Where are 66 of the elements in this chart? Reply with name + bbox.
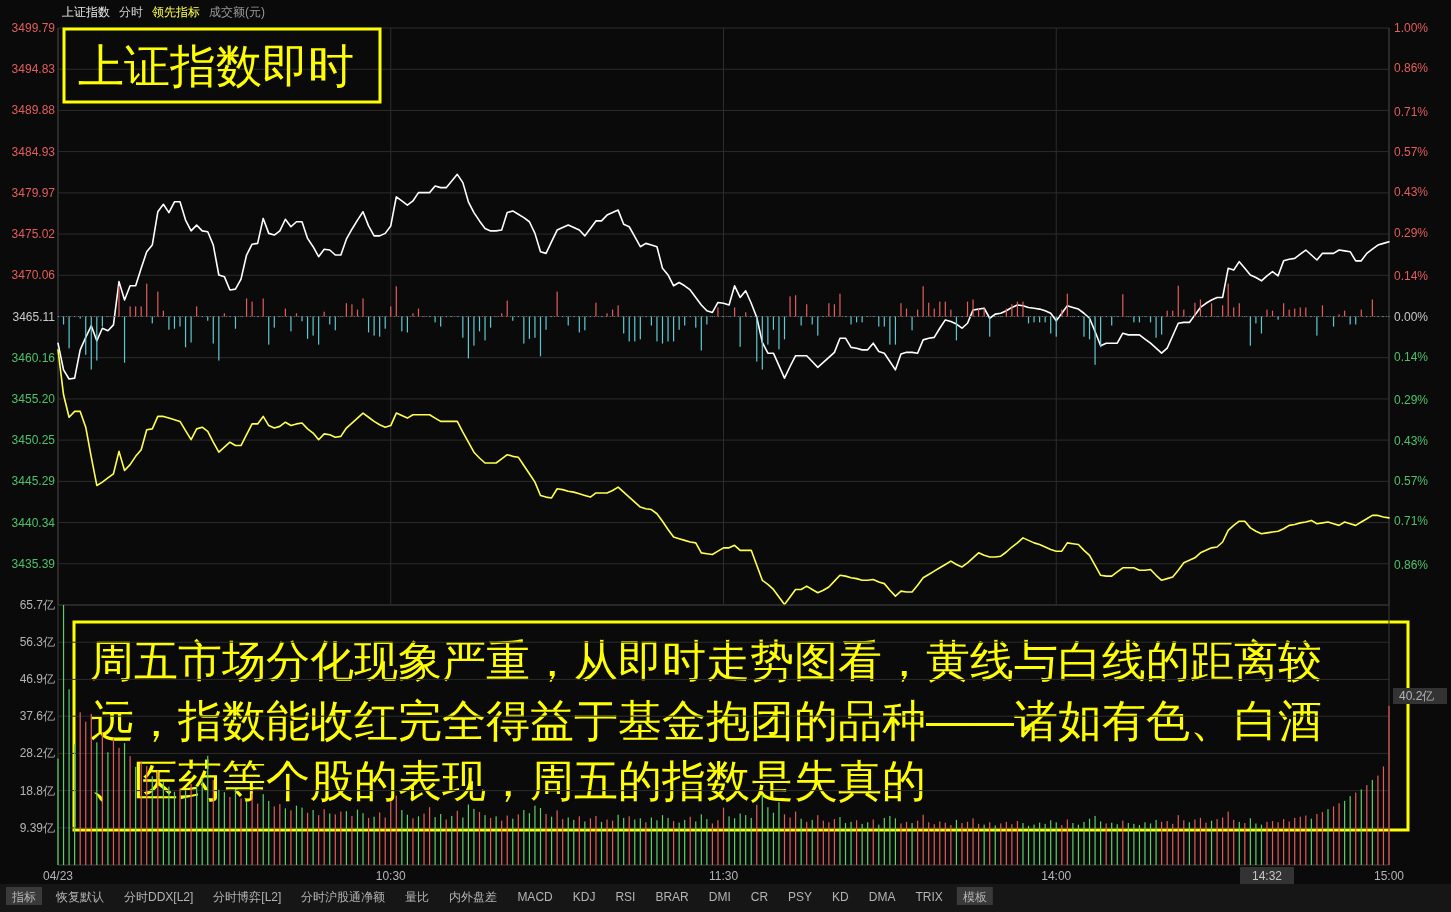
text: 量比 <box>405 890 430 904</box>
y-tick-label: 46.9亿 <box>19 672 55 687</box>
y2-tick-label: 0.71% <box>1394 104 1429 119</box>
text: DMI <box>708 890 731 904</box>
y-tick-label: 3475.02 <box>11 227 56 242</box>
x-tick-label: 14:00 <box>1041 869 1072 883</box>
y-tick-label: 3479.97 <box>11 185 56 200</box>
y2-tick-label: 0.29% <box>1394 225 1429 240</box>
y2-tick-label: 0.00% <box>1394 309 1429 324</box>
text: DMA <box>868 890 896 904</box>
y-tick-label: 3499.79 <box>11 21 56 35</box>
text: 恢复默认 <box>55 890 104 904</box>
y-tick-label: 3435.39 <box>11 556 56 571</box>
text: RSI <box>615 890 636 904</box>
y2-tick-label: 0.14% <box>1394 349 1429 364</box>
text: MACD <box>517 890 554 904</box>
y-tick-label: 37.6亿 <box>19 709 55 724</box>
x-tick-label: 15:00 <box>1373 869 1405 883</box>
y-tick-label: 18.8亿 <box>19 783 55 798</box>
text: TRIX <box>915 890 943 904</box>
chart-title: 上证指数即时 <box>78 40 354 92</box>
x-tick-label: 04/23 <box>42 869 74 883</box>
line-series <box>57 173 1390 380</box>
y-tick-label: 3489.88 <box>11 103 56 118</box>
text: 分时DDX[L2] <box>124 890 194 904</box>
y2-tick-label: 0.71% <box>1394 514 1429 529</box>
y-tick-label: 65.7亿 <box>19 598 55 612</box>
y-tick-label: 3455.20 <box>11 391 56 406</box>
y-tick-label: 28.2亿 <box>19 746 55 761</box>
x-tick-label: 10:30 <box>375 869 407 883</box>
text: 分时沪股通净额 <box>301 890 386 904</box>
y2-tick-label: 0.29% <box>1394 393 1429 408</box>
y-tick-label: 3465.11 <box>12 309 56 324</box>
y-tick-label: 3494.83 <box>11 62 56 77</box>
text: 模板 <box>962 890 987 904</box>
y2-tick-label: 0.57% <box>1394 145 1429 160</box>
y-tick-label: 9.39亿 <box>19 820 55 835</box>
y2-tick-label: 0.86% <box>1394 557 1429 572</box>
y2-tick-label: 0.43% <box>1394 185 1429 200</box>
y2-tick-label: 0.86% <box>1394 61 1429 76</box>
y-tick-label: 3445.29 <box>11 474 56 489</box>
text: 内外盘差 <box>449 890 498 904</box>
y2-tick-label: 0.14% <box>1394 269 1429 284</box>
y2-tick-label: 0.57% <box>1394 473 1429 488</box>
chart-subtitle: 分时 <box>119 5 143 19</box>
y-tick-label: 3470.06 <box>11 268 56 283</box>
y-tick-label: 3450.25 <box>11 433 56 448</box>
y-tick-label: 56.3亿 <box>19 635 55 650</box>
text: 40.2亿 <box>1399 689 1435 703</box>
x-tick-label: 11:30 <box>708 869 739 883</box>
text: KD <box>832 890 850 904</box>
y-tick-label: 3460.16 <box>11 350 56 365</box>
text: 上证指数 <box>62 5 110 19</box>
y2-tick-label: 1.00% <box>1394 21 1429 35</box>
y-tick-label: 3440.34 <box>11 515 56 530</box>
text: 领先指标 <box>152 5 200 19</box>
y2-tick-label: 0.43% <box>1394 433 1429 448</box>
text: 14:32 <box>1251 869 1283 883</box>
text: BRAR <box>655 890 690 904</box>
y-tick-label: 3484.93 <box>11 144 56 159</box>
text: KDJ <box>572 890 596 904</box>
text: PSY <box>788 890 813 904</box>
text: CR <box>750 890 769 904</box>
text: 成交额(元) <box>209 5 265 19</box>
text: 分时博弈[L2] <box>213 890 282 904</box>
text: 指标 <box>11 890 36 904</box>
